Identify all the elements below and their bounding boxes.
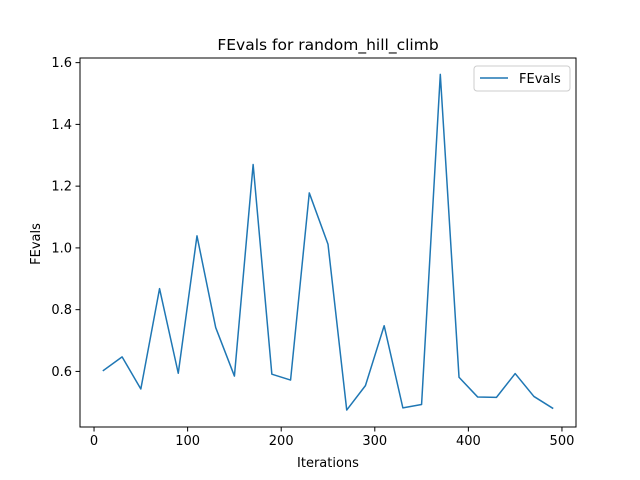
y-tick-label: 1.0 [51,241,72,256]
x-tick-label: 300 [362,434,387,449]
series-line-fevals [102,73,554,411]
x-tick-label: 400 [456,434,481,449]
chart-title: FEvals for random_hill_climb [217,36,438,55]
legend: FEvals [473,65,571,92]
y-tick-label: 1.4 [51,118,72,133]
x-tick-label: 500 [550,434,575,449]
legend-label: FEvals [519,72,561,87]
x-tick-label: 200 [269,434,294,449]
axes-frame [79,57,577,428]
plot-area: 0 100 200 300 400 500 0.6 0.8 1.0 1.2 1.4 1.6 [51,56,577,449]
x-tick-label: 100 [175,434,200,449]
y-tick-label: 1.6 [51,56,72,71]
y-axis-title: FEvals [29,223,44,265]
y-tick-label: 1.2 [51,180,72,195]
y-tick-label: 0.8 [51,303,72,318]
x-tick-label: 0 [90,434,98,449]
x-axis-title: Iterations [297,456,359,471]
y-tick-label: 0.6 [51,365,72,380]
legend-frame [473,65,571,92]
